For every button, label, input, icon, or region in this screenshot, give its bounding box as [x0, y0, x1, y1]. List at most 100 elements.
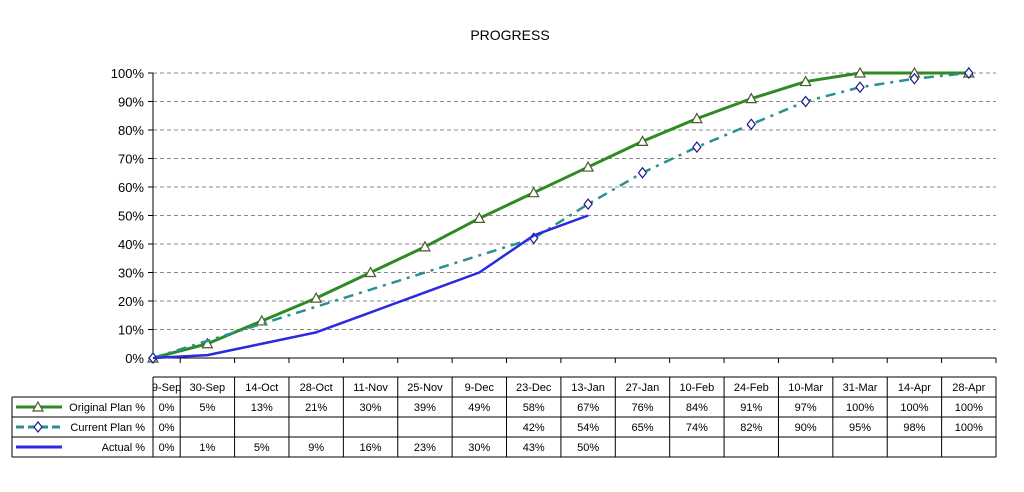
- y-tick-label: 90%: [118, 95, 144, 110]
- series-original-plan: [146, 66, 975, 363]
- data-label: 91%: [740, 402, 762, 414]
- data-label: 0%: [159, 402, 175, 414]
- data-point-triangle: [799, 75, 812, 87]
- x-tick-label: 10-Mar: [788, 382, 823, 394]
- data-label: 65%: [631, 422, 653, 434]
- x-tick-label: 23-Dec: [516, 382, 552, 394]
- x-tick-label: 9-Dec: [465, 382, 495, 394]
- y-tick-label: 10%: [118, 323, 144, 338]
- data-point-triangle: [636, 135, 649, 146]
- x-tick-label: 10-Feb: [679, 382, 714, 394]
- data-label: 100%: [955, 422, 983, 434]
- data-point-diamond: [583, 198, 593, 211]
- data-label: 43%: [523, 442, 545, 454]
- legend-key: [16, 421, 62, 433]
- series-actual: [152, 214, 589, 360]
- data-label: 74%: [686, 422, 708, 434]
- data-point-diamond: [800, 95, 811, 108]
- legend-label: Current Plan %: [70, 422, 145, 434]
- data-point-triangle: [745, 92, 758, 104]
- data-label: 39%: [414, 402, 436, 414]
- data-label: 98%: [903, 422, 925, 434]
- x-tick-label: 25-Nov: [407, 382, 443, 394]
- series-layer: [146, 66, 975, 364]
- y-axis: 0% 10% 20% 30% 40% 50% 60% 70% 80% 90% 100%: [111, 66, 154, 366]
- y-tick-label: 50%: [118, 209, 144, 224]
- x-tick-label: 28-Apr: [952, 382, 985, 394]
- data-label: 23%: [414, 442, 436, 454]
- series-line: [152, 71, 969, 360]
- data-point-triangle: [582, 160, 595, 172]
- x-tick-label: 31-Mar: [843, 382, 878, 394]
- data-point-triangle: [418, 240, 431, 252]
- data-label: 97%: [795, 402, 817, 414]
- data-label: 84%: [686, 402, 708, 414]
- y-tick-label: 80%: [118, 123, 144, 138]
- x-tick-label: 27-Jan: [626, 382, 660, 394]
- data-point-diamond: [746, 118, 757, 131]
- data-label: 100%: [955, 402, 983, 414]
- data-point-diamond: [964, 67, 974, 79]
- x-tick-label: 11-Nov: [353, 382, 388, 394]
- data-point-diamond: [692, 141, 702, 154]
- x-tick-label: 30-Sep: [190, 382, 225, 394]
- data-label: 50%: [577, 442, 599, 454]
- data-point-triangle: [473, 212, 486, 223]
- data-label: 1%: [199, 442, 215, 454]
- data-label: 0%: [159, 442, 175, 454]
- chart-title: PROGRESS: [470, 27, 549, 43]
- data-point-triangle: [310, 291, 323, 303]
- data-label: 42%: [523, 422, 545, 434]
- data-point-triangle: [690, 112, 703, 124]
- y-tick-label: 40%: [118, 237, 144, 252]
- data-point-triangle: [527, 186, 540, 198]
- data-label: 76%: [631, 402, 653, 414]
- y-tick-label: 0%: [125, 351, 144, 366]
- data-point-diamond: [909, 72, 920, 85]
- series-line: [152, 71, 969, 360]
- data-label: 13%: [251, 402, 273, 414]
- y-tick-label: 70%: [118, 152, 144, 167]
- x-tick-label: 9-Sep: [152, 382, 181, 394]
- legend-key: [16, 400, 62, 412]
- data-label: 9%: [308, 442, 324, 454]
- data-label: 100%: [846, 402, 874, 414]
- y-tick-label: 60%: [118, 180, 144, 195]
- x-tick-label: 14-Apr: [898, 382, 931, 394]
- y-tick-label: 100%: [111, 66, 145, 81]
- x-tick-label: 14-Oct: [245, 382, 278, 394]
- data-label: 21%: [305, 402, 327, 414]
- data-point-triangle: [201, 337, 214, 349]
- x-tick-label: 28-Oct: [300, 382, 333, 394]
- x-axis: [152, 357, 997, 363]
- data-point-diamond: [855, 81, 865, 94]
- data-label: 100%: [900, 402, 928, 414]
- data-label: 67%: [577, 402, 599, 414]
- data-label: 30%: [468, 442, 490, 454]
- legend-label: Actual %: [102, 442, 146, 454]
- x-tick-label: 13-Jan: [571, 382, 605, 394]
- legend-marker: [31, 400, 45, 412]
- data-point-triangle: [854, 66, 867, 78]
- grid: [153, 72, 996, 330]
- data-point-triangle: [364, 266, 377, 278]
- data-label: 54%: [577, 422, 599, 434]
- data-label: 16%: [360, 442, 382, 454]
- legend-marker: [33, 421, 43, 433]
- data-table: 9-Sep 30-Sep 14-Oct 28-Oct 11-Nov 25-Nov 9-Dec…: [11, 376, 997, 458]
- data-label: 49%: [468, 402, 490, 414]
- data-label: 58%: [523, 402, 545, 414]
- series-line: [152, 214, 589, 360]
- data-label: 30%: [360, 402, 382, 414]
- y-tick-label: 20%: [118, 294, 144, 309]
- data-label: 5%: [254, 442, 270, 454]
- x-tick-label: 24-Feb: [734, 382, 769, 394]
- data-label: 95%: [849, 422, 871, 434]
- data-label: 5%: [199, 402, 215, 414]
- data-label: 82%: [740, 422, 762, 434]
- data-point-diamond: [637, 166, 648, 179]
- data-label: 0%: [159, 422, 175, 434]
- data-label: 90%: [795, 422, 817, 434]
